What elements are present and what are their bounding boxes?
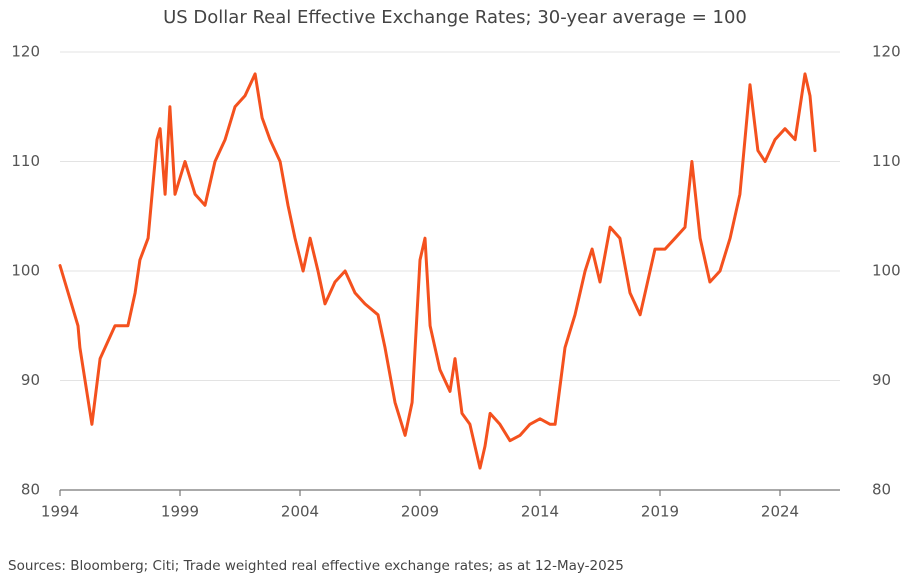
y-tick-label: 80 <box>21 481 40 499</box>
y-tick-label: 100 <box>11 262 40 280</box>
x-tick-label: 2024 <box>761 503 799 521</box>
y2-tick-label: 90 <box>872 371 891 389</box>
y2-tick-label: 110 <box>872 152 901 170</box>
y-tick-label: 90 <box>21 371 40 389</box>
x-tick-label: 2004 <box>281 503 319 521</box>
y2-tick-label: 100 <box>872 262 901 280</box>
x-tick-label: 2019 <box>641 503 679 521</box>
series-line <box>58 72 817 470</box>
x-tick-label: 1999 <box>161 503 199 521</box>
y-tick-label: 120 <box>11 43 40 61</box>
source-note: Sources: Bloomberg; Citi; Trade weighted… <box>8 558 624 574</box>
x-tick-label: 2014 <box>521 503 559 521</box>
x-tick-label: 2009 <box>401 503 439 521</box>
y2-tick-label: 120 <box>872 43 901 61</box>
y-tick-label: 110 <box>11 152 40 170</box>
y2-tick-label: 80 <box>872 481 891 499</box>
chart-title: US Dollar Real Effective Exchange Rates;… <box>163 7 747 28</box>
x-tick-label: 1994 <box>41 503 79 521</box>
